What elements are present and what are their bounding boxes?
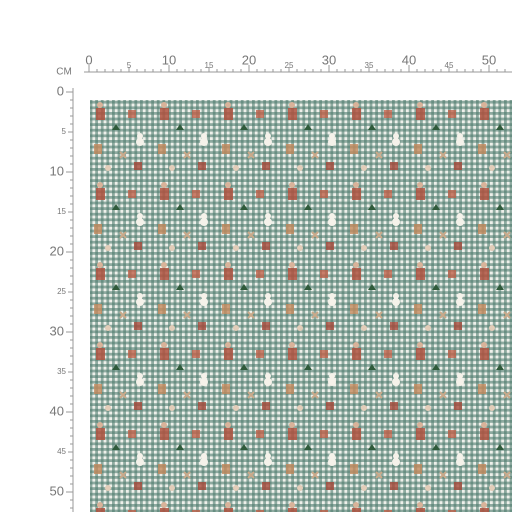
left-ruler-label: 25 xyxy=(57,287,66,296)
top-ruler-label: 5 xyxy=(127,61,132,70)
unit-label: CM xyxy=(56,67,72,78)
top-ruler-label: 45 xyxy=(445,61,454,70)
left-ruler-label: 50 xyxy=(50,483,64,498)
top-ruler-label: 15 xyxy=(205,61,214,70)
left-ruler-label: 45 xyxy=(57,447,66,456)
top-ruler-label: 40 xyxy=(402,52,416,67)
rulers: 0 5 10 15 20 25 30 35 40 45 50 0 5 10 15 20 25 30 35 40 45 50 xyxy=(50,52,506,509)
top-ruler-label: 30 xyxy=(322,52,336,67)
left-ruler-label: 40 xyxy=(50,403,64,418)
top-ruler-label: 35 xyxy=(365,61,374,70)
top-ruler-label: 50 xyxy=(482,52,496,67)
left-ruler-label: 35 xyxy=(57,367,66,376)
fabric-motifs xyxy=(90,100,512,512)
left-ruler-label: 20 xyxy=(50,243,64,258)
top-ruler-label: 20 xyxy=(242,52,256,67)
left-ruler-label: 0 xyxy=(57,83,64,98)
left-ruler-label: 30 xyxy=(50,323,64,338)
top-ruler-label: 10 xyxy=(162,52,176,67)
left-ruler-label: 15 xyxy=(57,207,66,216)
top-ruler-label: 0 xyxy=(85,52,92,67)
left-ruler-label: 10 xyxy=(50,163,64,178)
top-ruler-label: 25 xyxy=(285,61,294,70)
left-ruler-label: 5 xyxy=(62,127,67,136)
